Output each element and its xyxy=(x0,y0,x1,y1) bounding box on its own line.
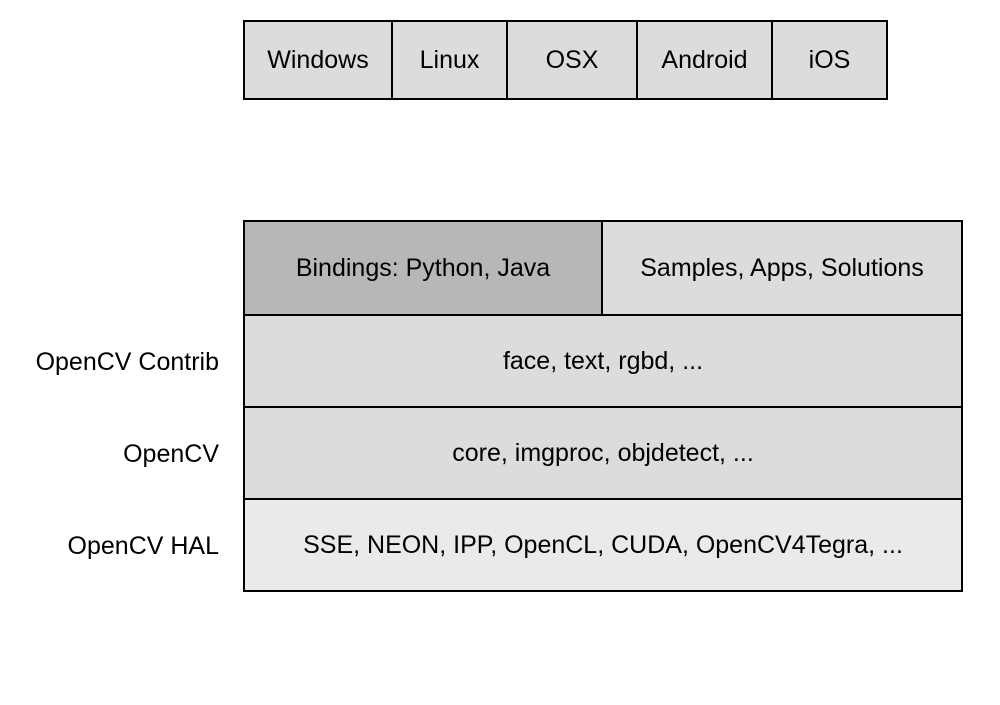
os-cell-android: Android xyxy=(638,20,773,100)
side-labels: OpenCV Contrib OpenCV OpenCV HAL xyxy=(20,220,243,592)
os-cell-osx: OSX xyxy=(508,20,638,100)
os-row: Windows Linux OSX Android iOS xyxy=(243,20,980,100)
cell-samples: Samples, Apps, Solutions xyxy=(603,222,961,314)
os-cell-windows: Windows xyxy=(243,20,393,100)
os-cell-linux: Linux xyxy=(393,20,508,100)
stack-area: OpenCV Contrib OpenCV OpenCV HAL Binding… xyxy=(20,220,980,592)
side-label-hal: OpenCV HAL xyxy=(20,500,243,592)
stack-row-3: SSE, NEON, IPP, OpenCL, CUDA, OpenCV4Teg… xyxy=(245,498,961,590)
cell-opencv: core, imgproc, objdetect, ... xyxy=(245,408,961,498)
side-label-opencv: OpenCV xyxy=(20,408,243,500)
side-label-contrib: OpenCV Contrib xyxy=(20,316,243,408)
stack-row-1: face, text, rgbd, ... xyxy=(245,314,961,406)
stack-row-2: core, imgproc, objdetect, ... xyxy=(245,406,961,498)
cell-hal: SSE, NEON, IPP, OpenCL, CUDA, OpenCV4Teg… xyxy=(245,500,961,590)
cell-contrib: face, text, rgbd, ... xyxy=(245,316,961,406)
cell-bindings: Bindings: Python, Java xyxy=(245,222,603,314)
diagram-root: Windows Linux OSX Android iOS OpenCV Con… xyxy=(20,20,980,592)
os-cell-ios: iOS xyxy=(773,20,888,100)
side-label-blank xyxy=(20,224,243,316)
stack-column: Bindings: Python, Java Samples, Apps, So… xyxy=(243,220,963,592)
stack-row-0: Bindings: Python, Java Samples, Apps, So… xyxy=(245,222,961,314)
